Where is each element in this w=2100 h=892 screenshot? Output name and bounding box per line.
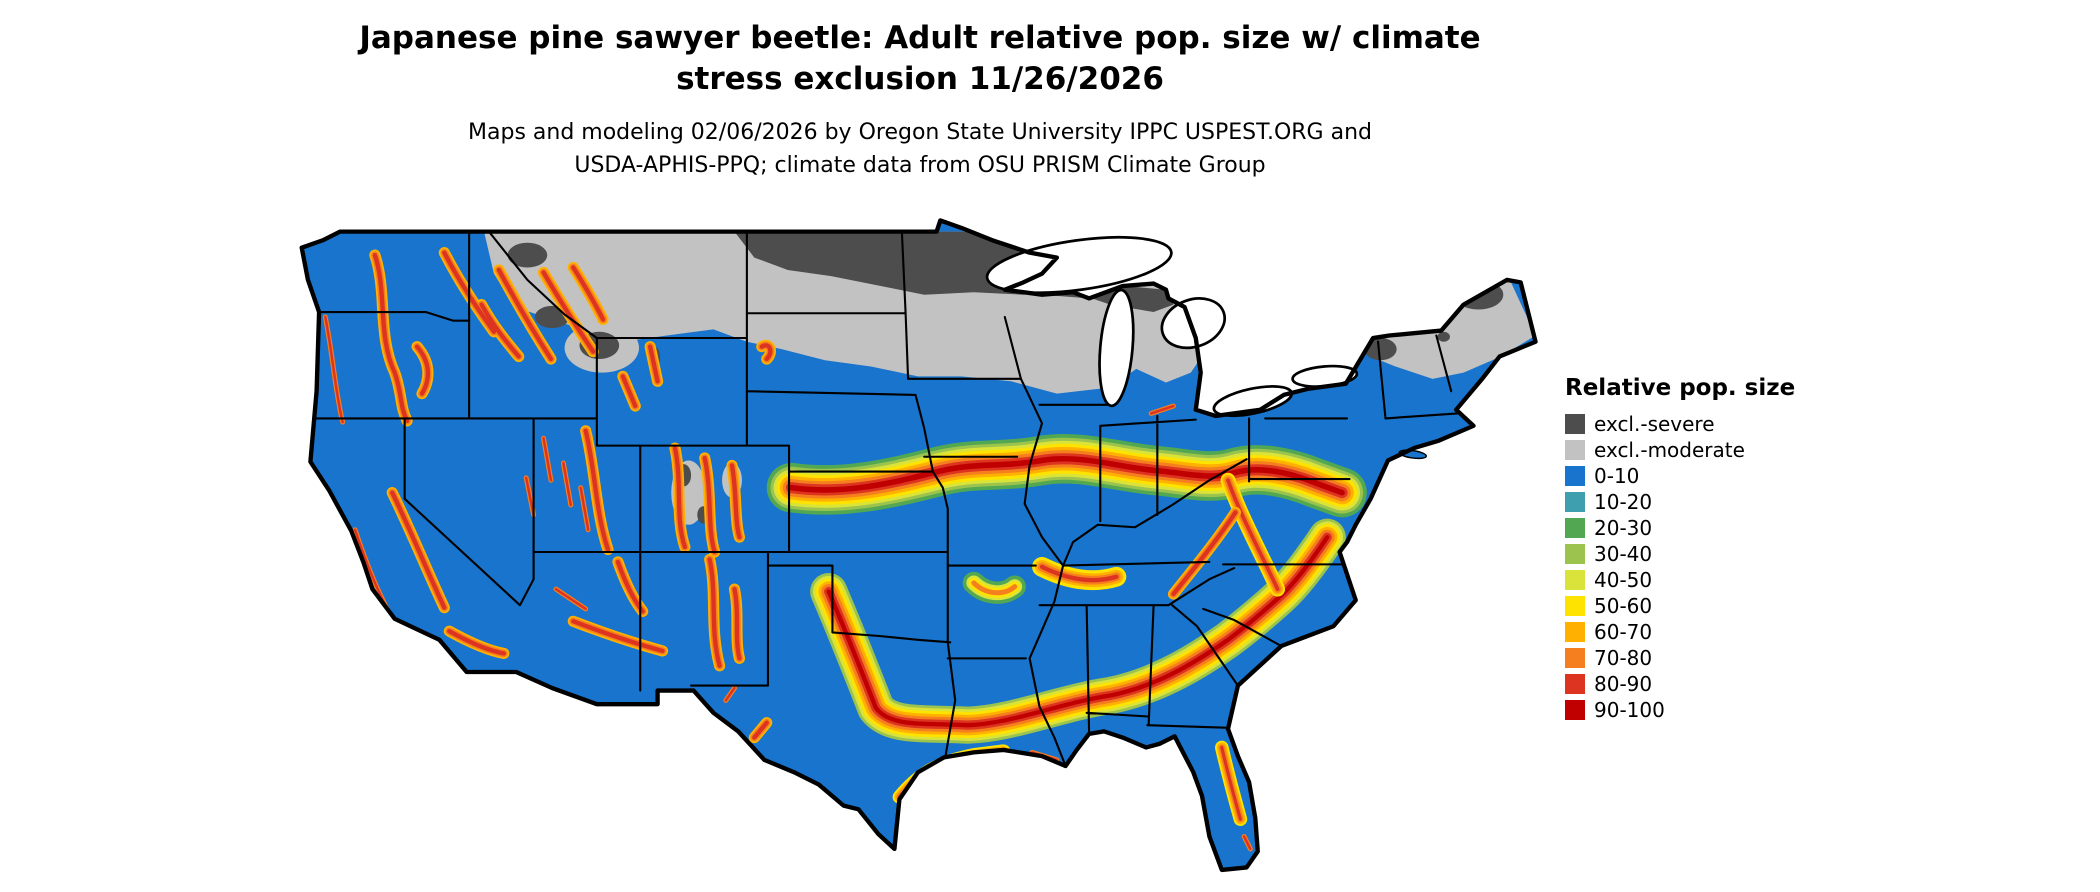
attribution: Maps and modeling 02/06/2026 by Oregon S… — [300, 116, 1540, 182]
legend-item: 90-100 — [1565, 697, 1825, 723]
legend-label: 40-50 — [1594, 568, 1653, 592]
legend-item: 40-50 — [1565, 567, 1825, 593]
legend-color-swatch — [1565, 674, 1585, 694]
legend-item: 50-60 — [1565, 593, 1825, 619]
attribution-line-2: USDA-APHIS-PPQ; climate data from OSU PR… — [574, 153, 1266, 178]
lake-huron — [1160, 297, 1226, 350]
legend-color-swatch — [1565, 648, 1585, 668]
legend-item: excl.-severe — [1565, 411, 1825, 437]
legend-color-swatch — [1565, 570, 1585, 590]
legend-item: 60-70 — [1565, 619, 1825, 645]
map-header: Japanese pine sawyer beetle: Adult relat… — [300, 18, 1540, 182]
legend-color-swatch — [1565, 492, 1585, 512]
legend-color-swatch — [1565, 596, 1585, 616]
map-legend: Relative pop. size excl.-severe excl.-mod… — [1565, 375, 1825, 723]
legend-item: 20-30 — [1565, 515, 1825, 541]
page-title-line-2: stress exclusion 11/26/2026 — [676, 61, 1164, 97]
map-figure — [298, 218, 1538, 886]
us-outline — [299, 218, 1538, 873]
legend-label: 20-30 — [1594, 516, 1653, 540]
legend-item: excl.-moderate — [1565, 437, 1825, 463]
legend-color-swatch — [1565, 622, 1585, 642]
lake-michigan — [1098, 288, 1135, 408]
legend-item: 80-90 — [1565, 671, 1825, 697]
legend-label: 70-80 — [1594, 646, 1653, 670]
attribution-line-1: Maps and modeling 02/06/2026 by Oregon S… — [468, 120, 1372, 145]
legend-label: 10-20 — [1594, 490, 1653, 514]
legend-label: 90-100 — [1594, 698, 1665, 722]
state-borders — [315, 230, 1459, 768]
legend-color-swatch — [1565, 466, 1585, 486]
legend-color-swatch — [1565, 700, 1585, 720]
legend-label: excl.-moderate — [1594, 438, 1745, 462]
legend-color-swatch — [1565, 544, 1585, 564]
legend-item: 10-20 — [1565, 489, 1825, 515]
legend-label: 30-40 — [1594, 542, 1653, 566]
legend-label: 0-10 — [1594, 464, 1640, 488]
population-patch-ozarks — [974, 583, 1015, 593]
us-map — [299, 218, 1538, 873]
legend-title: Relative pop. size — [1565, 375, 1796, 401]
legend-color-swatch — [1565, 518, 1585, 538]
legend-item: 70-80 — [1565, 645, 1825, 671]
legend-item: 0-10 — [1565, 463, 1825, 489]
legend-item: 30-40 — [1565, 541, 1825, 567]
legend-label: excl.-severe — [1594, 412, 1715, 436]
legend-items: excl.-severe excl.-moderate 0-10 10-20 20-30… — [1565, 411, 1825, 723]
legend-label: 60-70 — [1594, 620, 1653, 644]
page-title-line-1: Japanese pine sawyer beetle: Adult relat… — [359, 20, 1481, 56]
legend-color-swatch — [1565, 414, 1585, 434]
legend-label: 80-90 — [1594, 672, 1653, 696]
legend-color-swatch — [1565, 440, 1585, 460]
legend-label: 50-60 — [1594, 594, 1653, 618]
